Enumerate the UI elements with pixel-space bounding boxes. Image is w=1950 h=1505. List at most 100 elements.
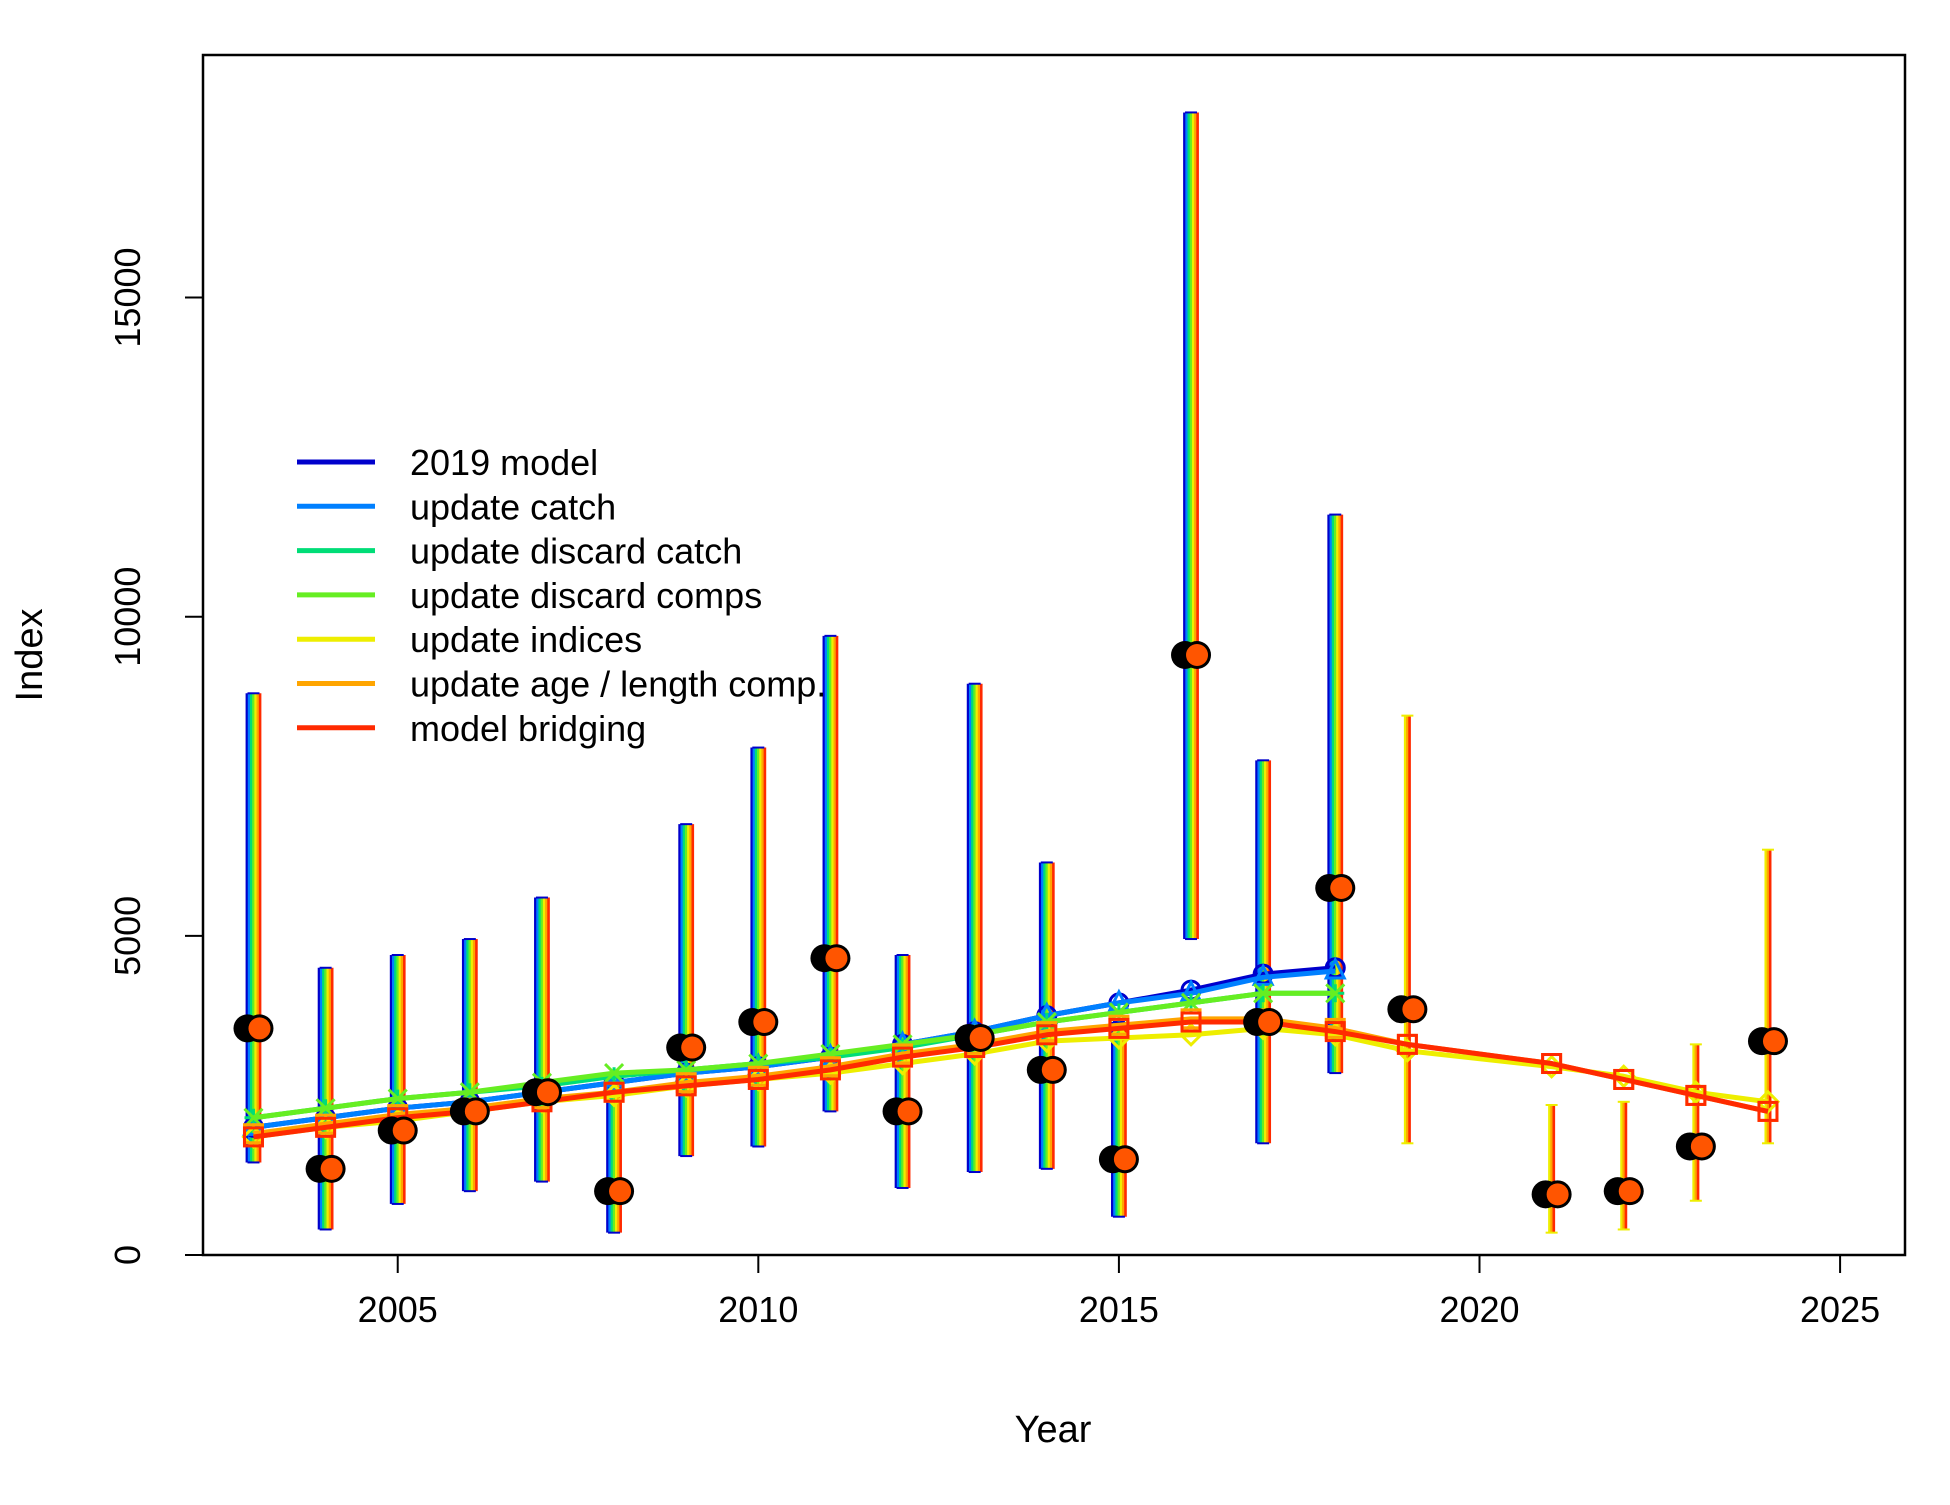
legend-item: update age / length comp.	[297, 664, 826, 705]
legend-label: update catch	[410, 486, 616, 527]
observation-point	[1330, 876, 1353, 899]
error-bar	[966, 682, 983, 1174]
observation	[449, 1097, 490, 1126]
legend-label: update discard catch	[410, 531, 742, 572]
observation-point	[681, 1036, 704, 1059]
series-point	[1613, 1068, 1635, 1090]
error-bars	[245, 111, 1774, 1234]
error-bar	[389, 954, 406, 1205]
legend-item: update discard catch	[297, 531, 742, 572]
observation-point	[1041, 1058, 1064, 1081]
series-point	[1755, 1089, 1781, 1114]
observation-point	[609, 1180, 632, 1203]
error-bar	[245, 692, 262, 1164]
error-bar	[1255, 759, 1272, 1145]
legend-label: 2019 model	[410, 442, 598, 483]
observation-point	[536, 1081, 559, 1104]
legend-item: model bridging	[297, 708, 646, 749]
error-bar	[822, 634, 839, 1113]
series-point	[602, 1068, 626, 1092]
observation-point	[825, 947, 848, 970]
series-point	[1108, 1017, 1130, 1039]
error-bar	[1111, 1021, 1127, 1218]
observation-point	[1186, 644, 1209, 666]
legend-item: update indices	[297, 619, 642, 660]
observation	[1387, 995, 1428, 1024]
observation	[1315, 873, 1356, 902]
series-point	[675, 1075, 697, 1097]
observation-point	[1402, 998, 1425, 1021]
series-point	[315, 1116, 337, 1138]
observation-point	[1762, 1030, 1785, 1053]
error-bar	[1401, 714, 1414, 1145]
series-point	[242, 1126, 264, 1148]
series-point	[1683, 1080, 1708, 1105]
error-bar	[1689, 1043, 1702, 1202]
series-point	[1541, 1053, 1563, 1075]
observation-point	[753, 1011, 776, 1034]
y-tick-label: 5000	[107, 896, 148, 976]
legend-item: update discard comps	[297, 575, 762, 616]
series-point	[747, 1068, 769, 1090]
series-line	[253, 990, 1336, 1121]
observation	[1747, 1027, 1788, 1056]
observation	[594, 1177, 635, 1206]
observation-point	[1113, 1148, 1136, 1171]
observation	[521, 1078, 562, 1107]
observation	[1603, 1177, 1644, 1206]
error-bar	[1327, 513, 1344, 1075]
series-point	[1396, 1033, 1418, 1055]
observation-point	[1690, 1135, 1713, 1158]
series-point	[1757, 1100, 1779, 1122]
plot-frame	[201, 53, 1907, 1257]
series-point	[604, 1063, 625, 1084]
x-tick-label: 2020	[1439, 1289, 1519, 1330]
series-point	[1324, 1021, 1346, 1043]
series-point	[1685, 1084, 1707, 1106]
series-point	[1611, 1064, 1636, 1089]
legend-label: update age / length comp.	[410, 664, 826, 705]
observation	[954, 1023, 995, 1052]
observation-point	[320, 1157, 343, 1180]
observation	[305, 1154, 346, 1183]
legend-label: update indices	[410, 619, 642, 660]
x-tick-label: 2025	[1800, 1289, 1880, 1330]
x-tick-label: 2005	[358, 1289, 438, 1330]
series-point	[819, 1059, 841, 1081]
observation-point	[969, 1026, 992, 1049]
legend-label: model bridging	[410, 708, 646, 749]
observation	[233, 1014, 274, 1043]
observed-points	[233, 641, 1788, 1209]
observation	[1243, 1008, 1284, 1037]
series-point	[1323, 956, 1347, 980]
error-bar	[1617, 1100, 1630, 1231]
series-point	[603, 1081, 625, 1103]
y-tick-label: 0	[107, 1245, 148, 1265]
series-lines	[241, 956, 1781, 1150]
x-tick-label: 2015	[1079, 1289, 1159, 1330]
observation	[738, 1008, 779, 1037]
observation	[1675, 1132, 1716, 1161]
observation-point	[248, 1017, 271, 1040]
series-point	[1253, 983, 1274, 1004]
series-point	[1036, 1024, 1058, 1046]
error-bar	[1183, 111, 1199, 941]
observation-point	[1618, 1180, 1641, 1203]
observation	[1531, 1180, 1572, 1209]
y-axis-label: Index	[9, 609, 51, 702]
legend-item: update catch	[297, 486, 616, 527]
observation-point	[392, 1119, 415, 1142]
observation-point	[1546, 1183, 1569, 1206]
series-point	[892, 1046, 914, 1068]
legend-item: 2019 model	[297, 442, 598, 483]
y-tick-label: 10000	[107, 567, 148, 667]
observation-point	[897, 1100, 920, 1123]
x-tick-label: 2010	[718, 1289, 798, 1330]
observation	[1026, 1055, 1067, 1084]
error-bar	[1545, 1104, 1558, 1234]
error-bar	[678, 823, 695, 1158]
error-bar	[317, 966, 334, 1231]
observation-point	[1258, 1011, 1281, 1034]
